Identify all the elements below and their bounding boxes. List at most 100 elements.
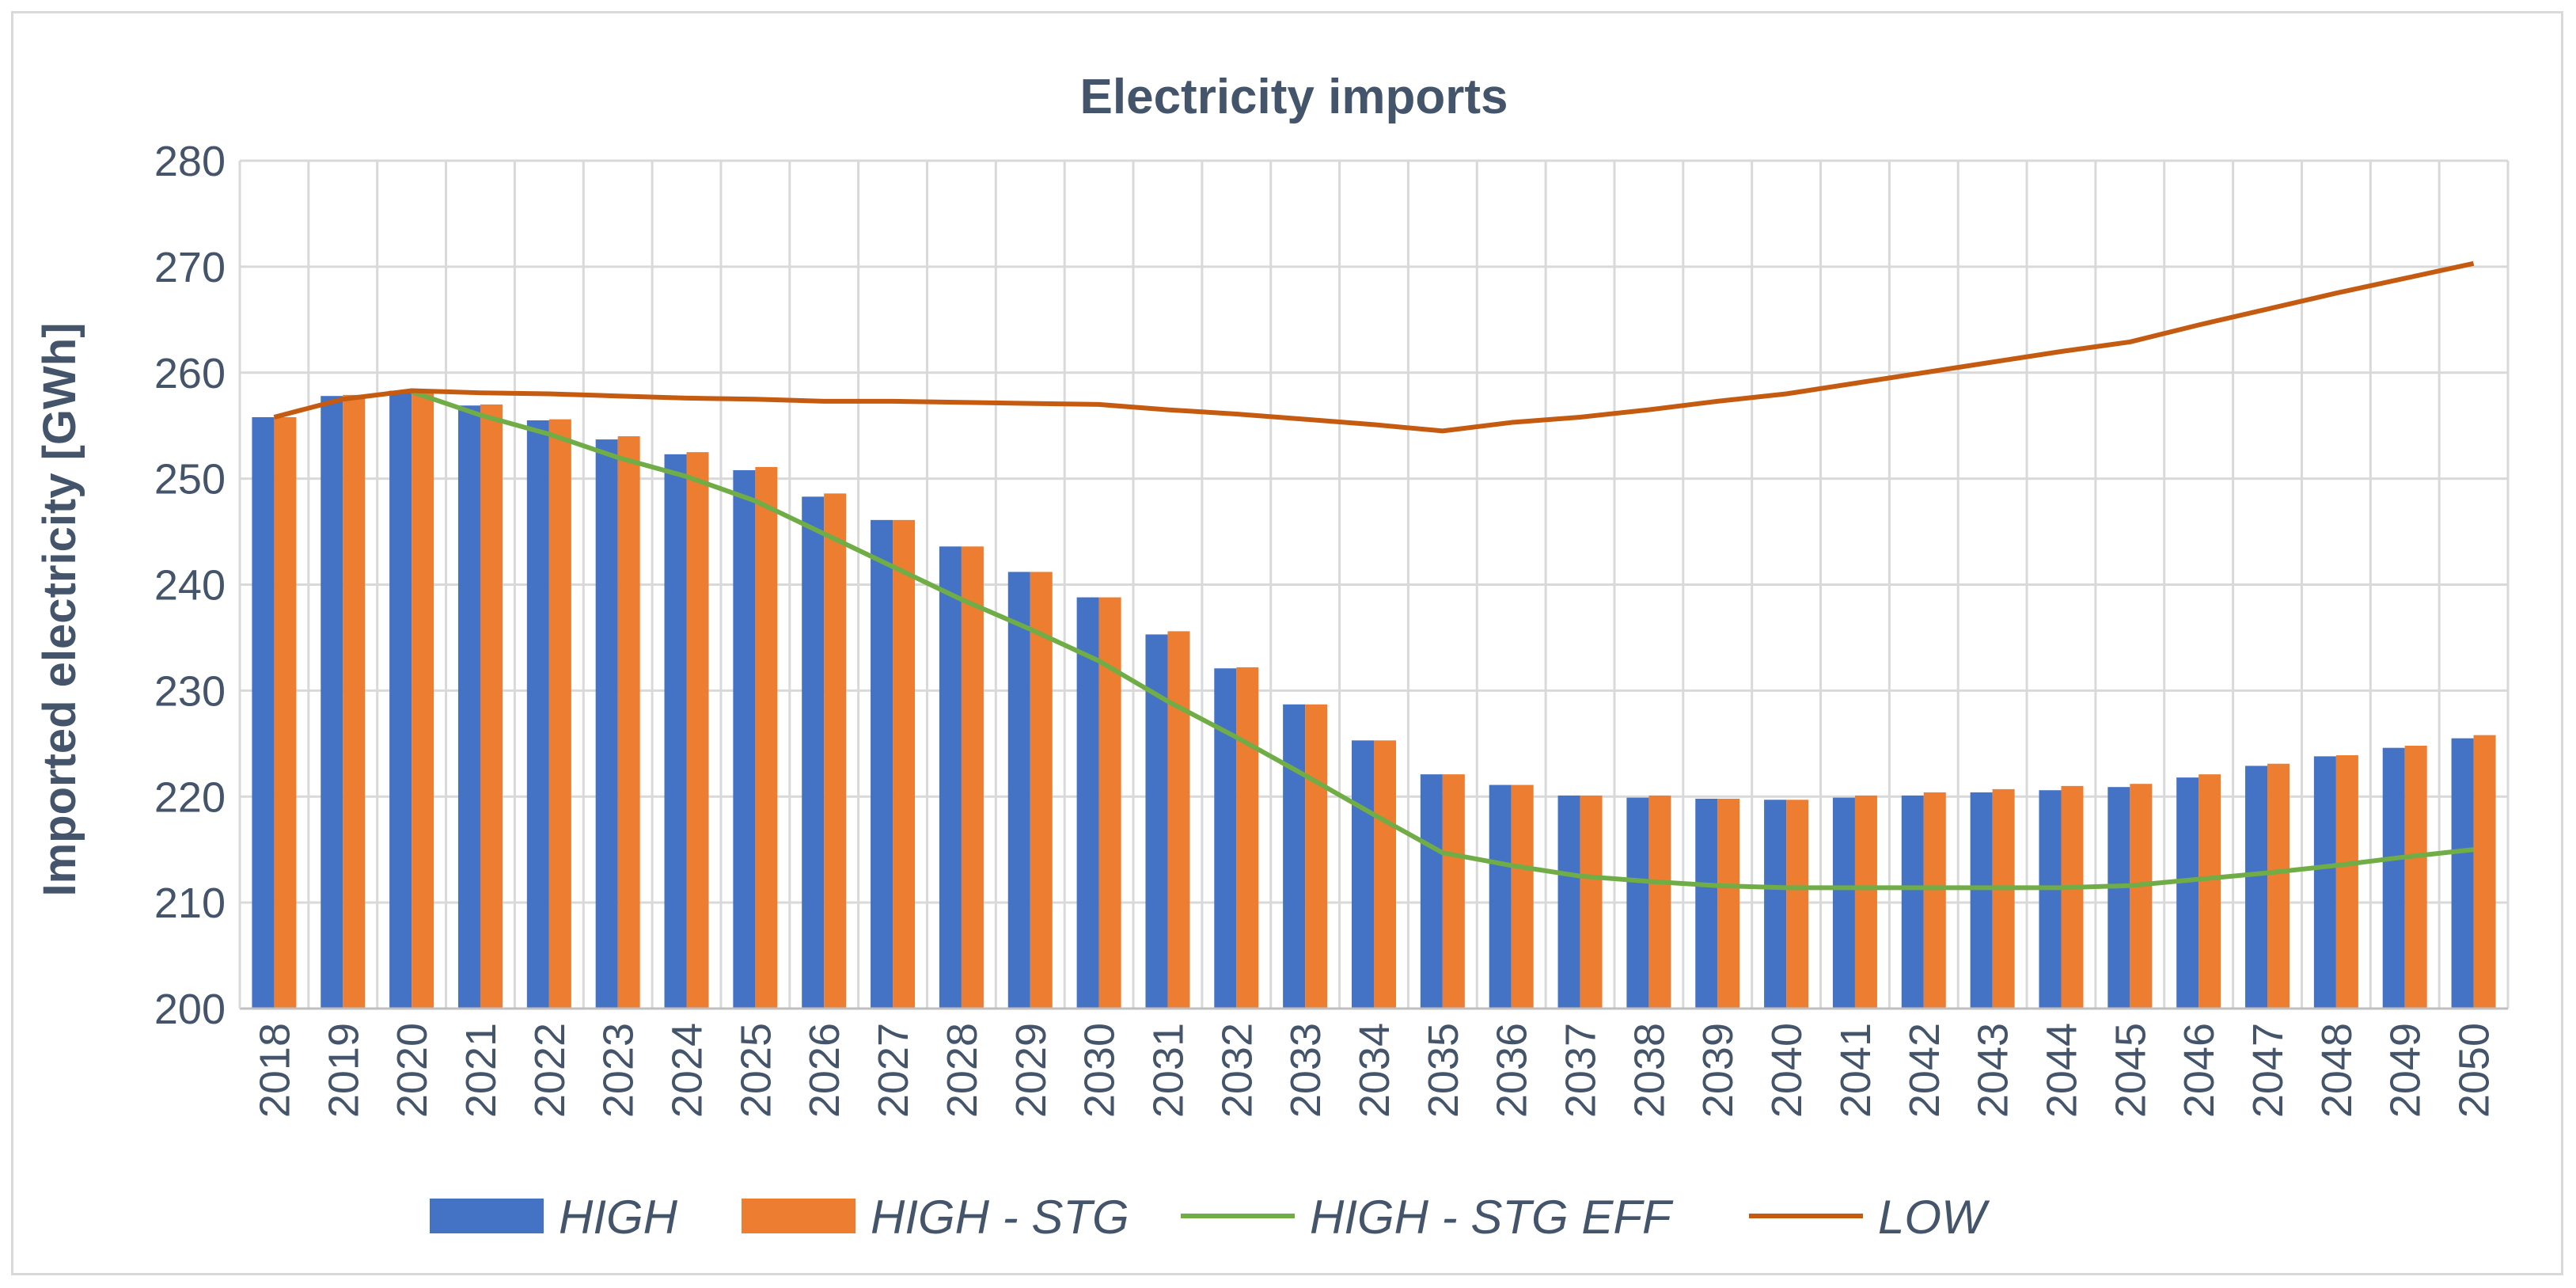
- legend-swatch: [430, 1199, 544, 1233]
- chart-title: Electricity imports: [1080, 70, 1508, 124]
- legend-label: HIGH - STG: [871, 1191, 1129, 1244]
- bar-high-stg-2031: [1167, 631, 1190, 1009]
- x-tick-label: 2035: [1420, 1023, 1467, 1118]
- x-tick-label: 2023: [595, 1023, 643, 1118]
- bar-high-stg-2036: [1511, 785, 1534, 1009]
- bar-high-stg-2039: [1717, 798, 1740, 1009]
- bar-high-stg-2029: [1030, 572, 1053, 1009]
- bar-high-stg-2018: [274, 416, 297, 1009]
- bar-high-stg-2023: [617, 436, 640, 1009]
- bar-high-stg-2049: [2404, 745, 2427, 1009]
- line-low: [273, 260, 2475, 434]
- x-tick-label: 2029: [1007, 1023, 1055, 1118]
- bar-high-2035: [1420, 774, 1443, 1009]
- bar-high-stg-2033: [1305, 704, 1328, 1009]
- bar-high-stg-2041: [1854, 795, 1877, 1009]
- x-tick-label: 2034: [1351, 1023, 1398, 1118]
- bar-high-2033: [1283, 704, 1306, 1009]
- bar-high-2021: [457, 405, 480, 1009]
- x-tick-label: 2046: [2176, 1023, 2223, 1118]
- x-tick-label: 2020: [389, 1023, 436, 1118]
- chart-frame: Electricity imports Imported electricity…: [11, 11, 2563, 1275]
- bar-high-2039: [1695, 798, 1718, 1009]
- bar-high-2020: [389, 390, 412, 1009]
- bar-high-2034: [1352, 740, 1374, 1009]
- x-tick-label: 2042: [1901, 1023, 1948, 1118]
- bar-high-stg-2047: [2267, 763, 2290, 1009]
- bar-high-2029: [1007, 572, 1030, 1009]
- bar-high-stg-2026: [824, 493, 847, 1009]
- bar-high-stg-2021: [480, 404, 503, 1009]
- bar-high-stg-2027: [893, 519, 916, 1009]
- bar-high-2026: [802, 496, 825, 1009]
- bar-high-2040: [1764, 800, 1787, 1009]
- x-tick-label: 2049: [2382, 1023, 2430, 1118]
- legend-label: LOW: [1878, 1191, 1990, 1244]
- y-axis-title: Imported electricity [GWh]: [34, 322, 85, 896]
- bar-high-2024: [664, 454, 687, 1009]
- bar-high-2022: [526, 420, 549, 1009]
- x-tick-label: 2045: [2107, 1023, 2154, 1118]
- y-tick-label: 200: [154, 986, 226, 1033]
- chart-svg: Electricity imports Imported electricity…: [34, 70, 2510, 1244]
- x-tick-label: 2043: [1970, 1023, 2017, 1118]
- bar-high-stg-2028: [961, 546, 984, 1009]
- bar-high-stg-2024: [686, 452, 709, 1009]
- bar-high-stg-2035: [1442, 774, 1465, 1009]
- x-tick-label: 2037: [1557, 1023, 1605, 1118]
- bar-high-2032: [1214, 668, 1237, 1009]
- x-tick-label: 2028: [939, 1023, 986, 1118]
- x-tick-label: 2048: [2313, 1023, 2361, 1118]
- x-tick-label: 2025: [732, 1023, 780, 1118]
- y-tick-label: 250: [154, 456, 226, 503]
- bar-high-2045: [2107, 787, 2130, 1009]
- x-tick-label: 2030: [1076, 1023, 1124, 1118]
- bar-high-2049: [2382, 747, 2405, 1009]
- x-tick-label: 2027: [870, 1023, 917, 1118]
- bar-high-stg-2046: [2199, 774, 2221, 1009]
- axes: 200 210 220 230 240 250 260 270 280 2018 2019 2020 2…: [154, 138, 2508, 1118]
- bar-high-stg-2050: [2473, 735, 2496, 1009]
- y-tick-label: 280: [154, 138, 226, 185]
- bar-high-stg-2025: [755, 466, 778, 1009]
- x-tick-label: 2050: [2451, 1023, 2498, 1118]
- bar-high-2041: [1832, 797, 1855, 1009]
- bar-high-stg-2022: [548, 419, 571, 1009]
- y-tick-label: 240: [154, 562, 226, 610]
- bar-high-stg-2043: [1992, 788, 2015, 1009]
- y-tick-label: 230: [154, 667, 226, 715]
- bar-high-2037: [1557, 795, 1580, 1009]
- bar-high-stg-2032: [1236, 667, 1259, 1009]
- x-tick-label: 2031: [1144, 1023, 1192, 1118]
- bar-high-stg-2042: [1923, 792, 1946, 1009]
- series-lines: [273, 260, 2475, 891]
- bar-high-stg-2030: [1098, 597, 1121, 1009]
- bar-high-2027: [871, 519, 893, 1009]
- bar-high-stg-2034: [1374, 740, 1396, 1009]
- bar-high-stg-2045: [2130, 784, 2153, 1009]
- x-tick-label: 2024: [664, 1023, 711, 1118]
- legend-label: HIGH - STG EFF: [1310, 1191, 1674, 1244]
- bar-high-2019: [321, 396, 343, 1009]
- bar-high-2048: [2313, 756, 2336, 1009]
- x-tick-label: 2033: [1282, 1023, 1330, 1118]
- bar-high-2047: [2245, 766, 2268, 1009]
- bar-high-stg-2044: [2061, 785, 2084, 1009]
- bar-high-stg-2019: [343, 394, 366, 1009]
- x-tick-label: 2019: [320, 1023, 367, 1118]
- bar-high-2018: [252, 416, 275, 1009]
- legend-label: HIGH: [559, 1191, 678, 1244]
- line-high-stg-eff: [411, 389, 2474, 891]
- y-tick-label: 210: [154, 880, 226, 927]
- bar-high-2025: [733, 469, 756, 1009]
- bar-high-2046: [2176, 777, 2199, 1009]
- bar-high-2028: [939, 546, 962, 1009]
- bar-high-2043: [1970, 792, 1993, 1009]
- bar-high-2036: [1489, 785, 1512, 1009]
- bar-high-stg-2038: [1648, 795, 1671, 1009]
- bar-high-2038: [1626, 797, 1649, 1009]
- x-tick-label: 2018: [251, 1023, 298, 1118]
- legend-swatch: [742, 1199, 856, 1233]
- bar-high-stg-2048: [2335, 755, 2358, 1009]
- y-tick-label: 220: [154, 773, 226, 821]
